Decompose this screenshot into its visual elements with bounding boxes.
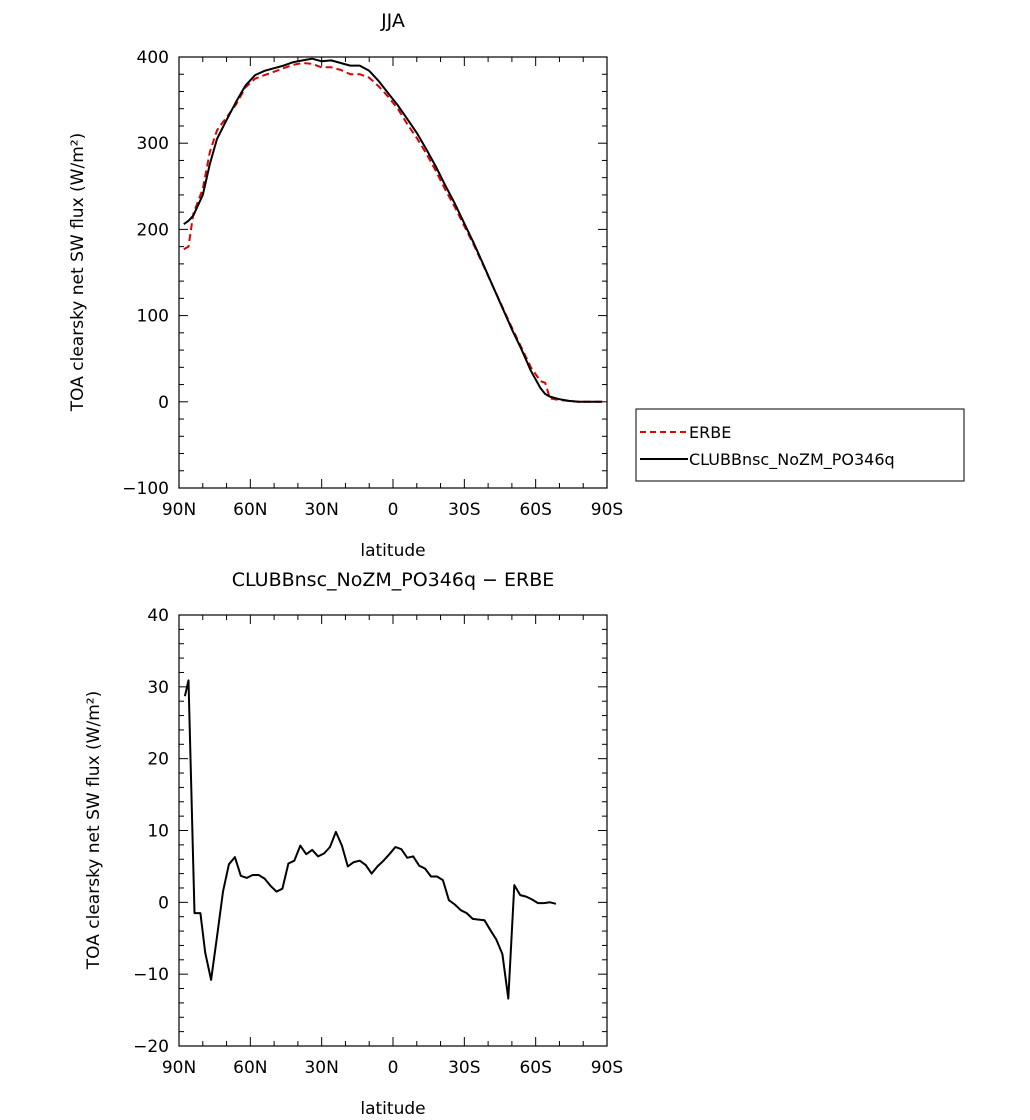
bottom-chart-x-tick-label: 60N xyxy=(233,1058,267,1078)
bottom-chart-y-tick-label: −20 xyxy=(133,1037,169,1057)
top-chart-x-tick-label: 30N xyxy=(304,500,338,520)
legend-label-model: CLUBBnsc_NoZM_PO346q xyxy=(689,450,895,470)
legend: ERBE CLUBBnsc_NoZM_PO346q xyxy=(635,408,965,482)
bottom-chart-y-tick-label: 20 xyxy=(147,750,169,770)
bottom-chart-plot-frame xyxy=(178,614,608,1047)
top-chart-y-tick-label: 400 xyxy=(137,48,169,68)
legend-box xyxy=(635,408,965,482)
top-chart-y-axis-label: TOA clearsky net SW flux (W/m²) xyxy=(68,133,88,412)
bottom-chart-x-tick-label: 90N xyxy=(162,1058,196,1078)
top-chart-x-tick-label: 60N xyxy=(233,500,267,520)
top-chart-plot-frame xyxy=(178,56,608,489)
bottom-chart-x-tick-label: 90S xyxy=(591,1058,623,1078)
bottom-chart-y-axis-label: TOA clearsky net SW flux (W/m²) xyxy=(84,691,104,970)
top-chart-series-line-0 xyxy=(183,62,603,403)
bottom-chart-x-tick-label: 30S xyxy=(448,1058,480,1078)
top-chart-plot-area: 90N 60N 30N 0 30S 60S 90S −100 0 100 200 300 400 xyxy=(122,48,623,520)
bottom-chart-x-tick-label: 60S xyxy=(519,1058,551,1078)
top-chart-x-tick-label: 0 xyxy=(388,500,399,520)
top-chart-y-tick-label: 100 xyxy=(137,307,169,327)
top-chart-y-tick-label: 300 xyxy=(137,134,169,154)
bottom-chart-y-tick-label: 10 xyxy=(147,822,169,842)
top-chart-x-tick-label: 60S xyxy=(519,500,551,520)
top-chart-x-tick-label: 90S xyxy=(591,500,623,520)
top-chart-x-tick-label: 30S xyxy=(448,500,480,520)
bottom-chart-series-line-0 xyxy=(183,679,557,1000)
legend-label-erbe: ERBE xyxy=(689,423,731,442)
top-chart-panel: JJA 90N 60N 30N 0 30S 60S 90S −100 0 100 200 300 400… xyxy=(68,10,623,561)
top-chart-title: JJA xyxy=(380,10,405,32)
bottom-chart-x-tick-label: 0 xyxy=(388,1058,399,1078)
bottom-chart-x-tick-label: 30N xyxy=(304,1058,338,1078)
bottom-chart-y-tick-label: 0 xyxy=(158,893,169,913)
bottom-chart-y-tick-label: 40 xyxy=(147,606,169,626)
bottom-chart-panel: CLUBBnsc_NoZM_PO346q − ERBE 90N 60N 30N 0 30… xyxy=(84,569,623,1119)
top-chart-series-line-1 xyxy=(183,57,603,403)
bottom-chart-plot-area: 90N 60N 30N 0 30S 60S 90S −20 −10 0 10 20 30 40 xyxy=(133,606,623,1078)
bottom-chart-x-axis-label: latitude xyxy=(360,1099,425,1119)
top-chart-x-axis-label: latitude xyxy=(360,541,425,561)
top-chart-y-tick-label: −100 xyxy=(122,479,169,499)
top-chart-x-tick-label: 90N xyxy=(162,500,196,520)
bottom-chart-y-tick-label: −10 xyxy=(133,965,169,985)
bottom-chart-y-tick-label: 30 xyxy=(147,678,169,698)
top-chart-y-tick-label: 0 xyxy=(158,393,169,413)
top-chart-y-tick-label: 200 xyxy=(137,220,169,240)
bottom-chart-title: CLUBBnsc_NoZM_PO346q − ERBE xyxy=(232,569,555,591)
